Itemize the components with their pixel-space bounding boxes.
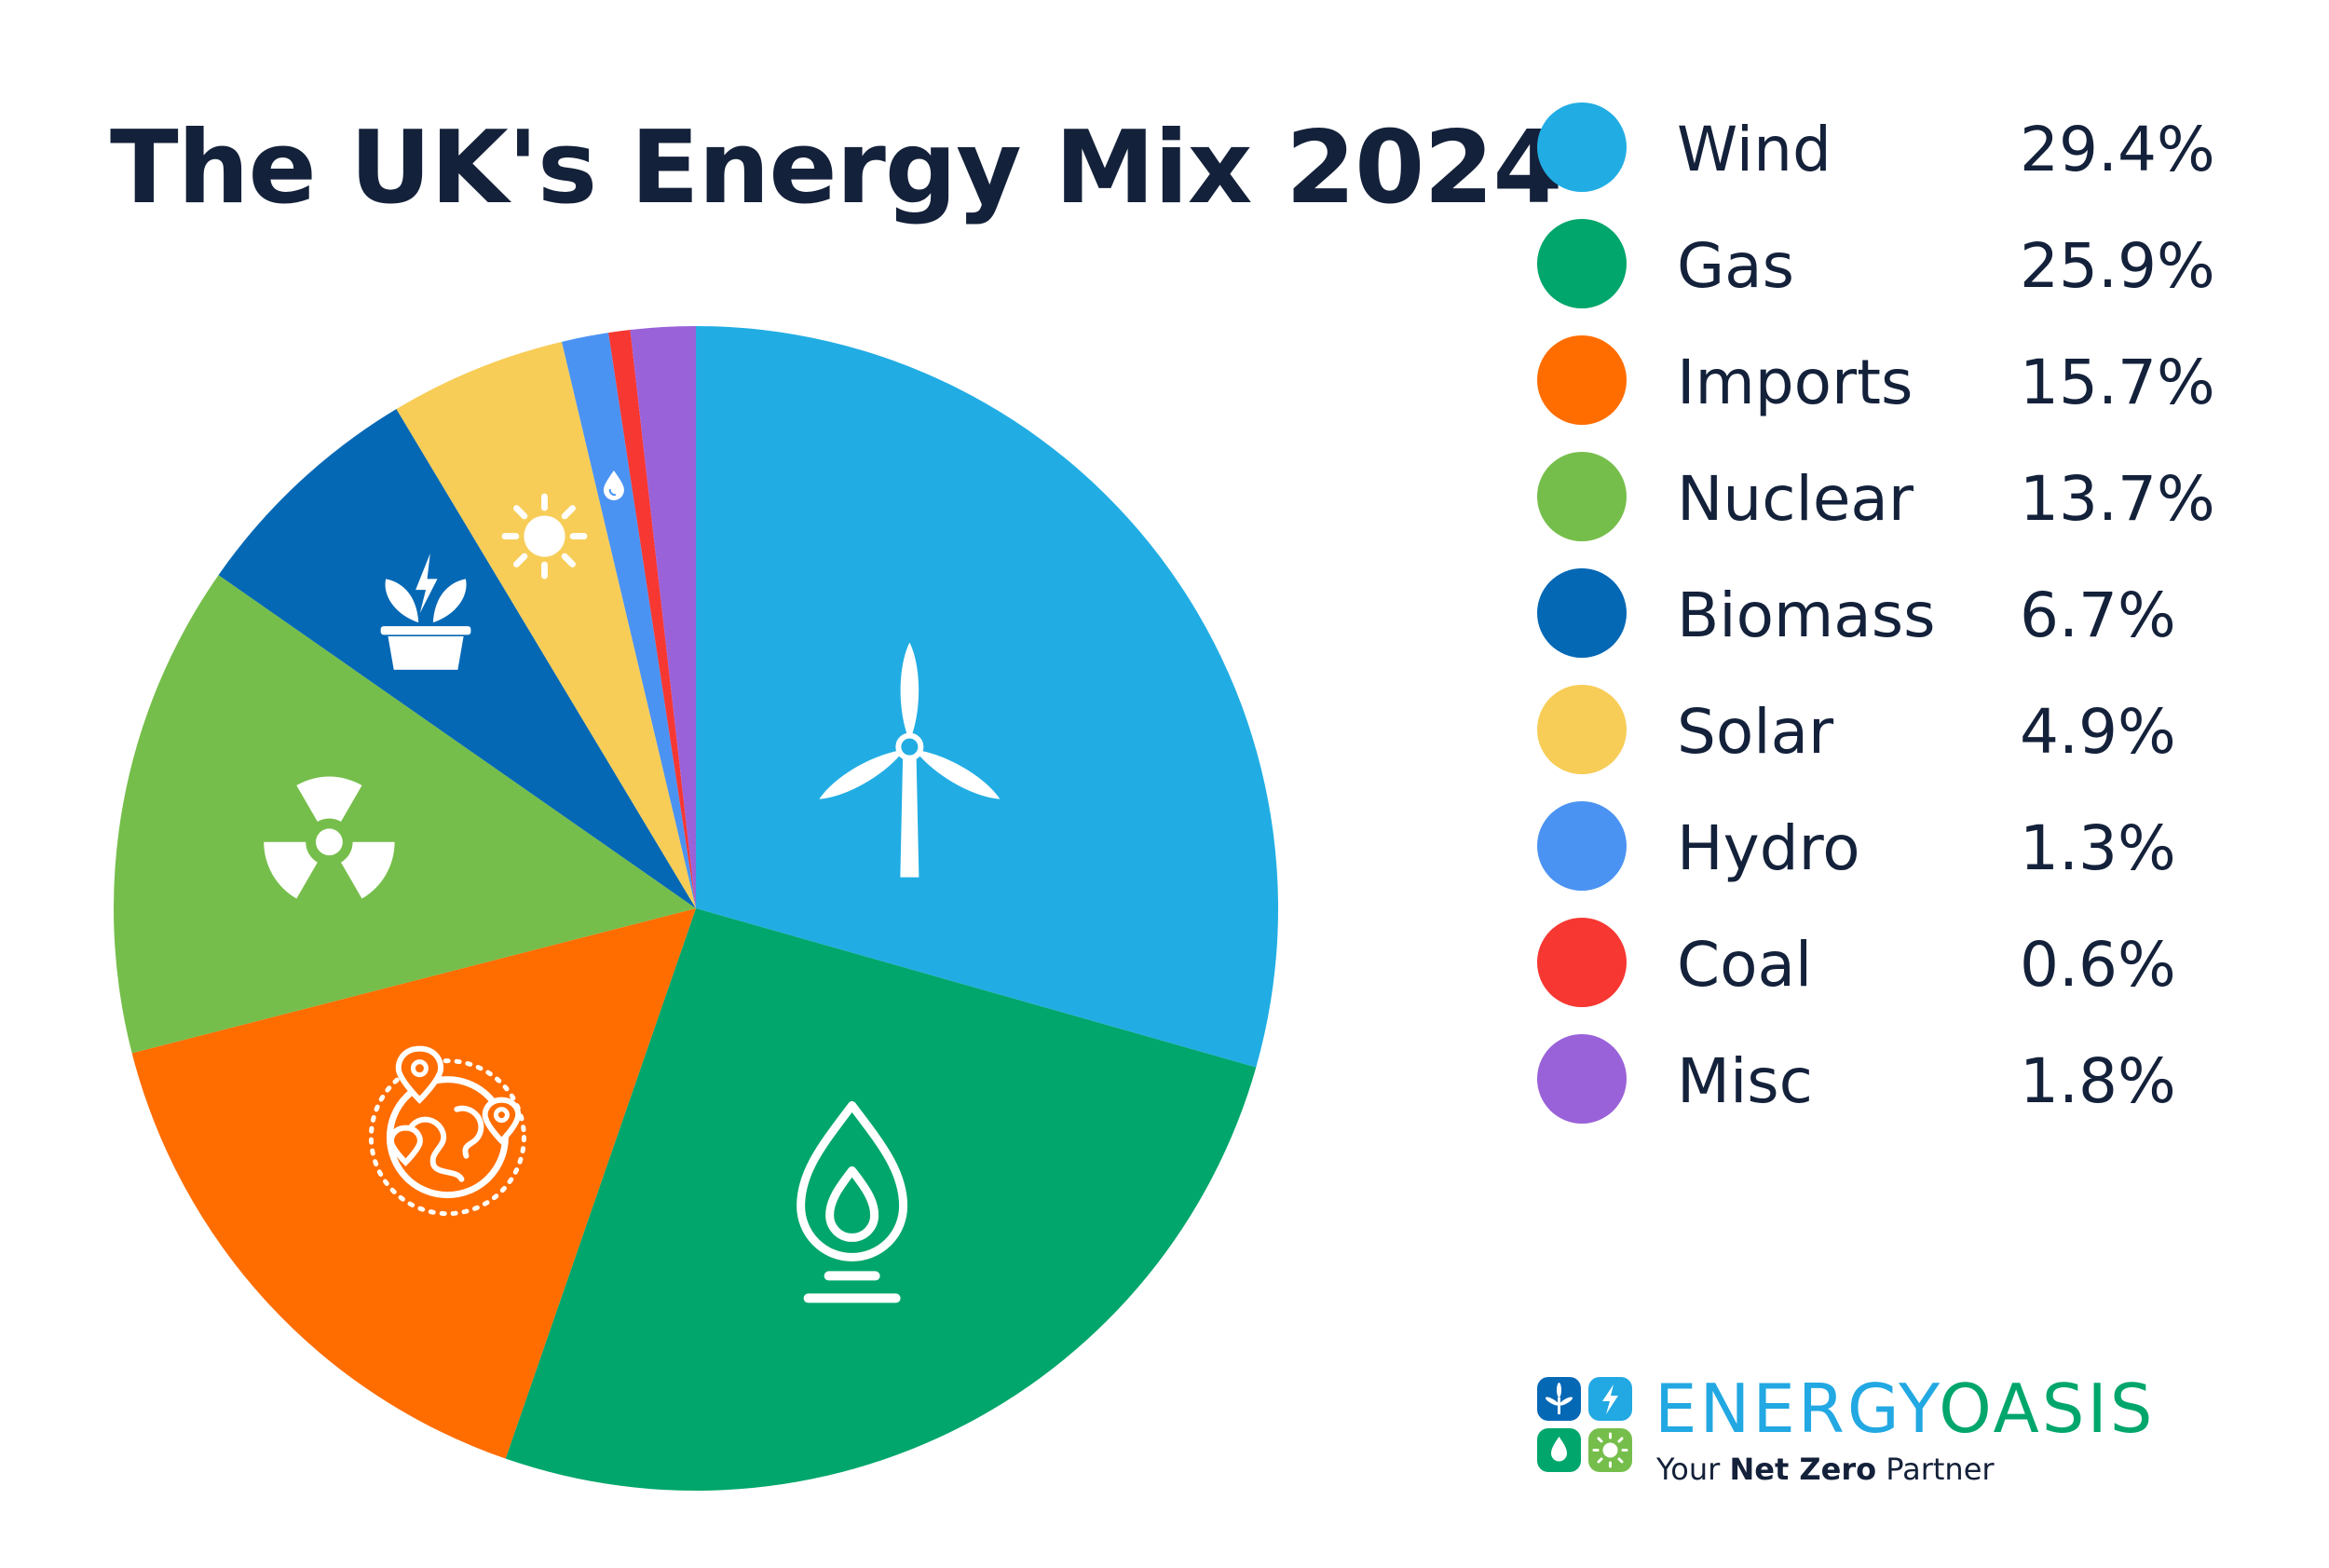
- pie-slice-coal: [608, 329, 696, 908]
- legend-label: Imports: [1677, 347, 1914, 418]
- legend-item-misc: Misc 1.8%: [1537, 1032, 2264, 1149]
- legend-item-biomass: Biomass 6.7%: [1537, 566, 2264, 683]
- water-drop-icon: [603, 470, 624, 500]
- legend-item-solar: Solar 4.9%: [1537, 683, 2264, 799]
- legend-label: Nuclear: [1677, 463, 1914, 535]
- legend-value: 0.6%: [2020, 929, 2176, 1001]
- legend-value: 25.9%: [2020, 230, 2215, 302]
- legend-swatch: [1537, 685, 1627, 774]
- legend-value: 15.7%: [2020, 347, 2215, 418]
- brand-tagline: Your Net Zero Partner: [1656, 1452, 1995, 1487]
- legend-label: Misc: [1677, 1045, 1813, 1117]
- biomass-plant-icon: [380, 553, 471, 670]
- legend-label: Coal: [1677, 929, 1813, 1001]
- legend-swatch: [1537, 918, 1627, 1007]
- legend-label: Hydro: [1677, 812, 1860, 884]
- legend-swatch: [1537, 1034, 1627, 1124]
- legend-value: 1.8%: [2020, 1045, 2176, 1117]
- legend-value: 4.9%: [2020, 696, 2176, 768]
- brand-name-part1: ENERGY: [1655, 1370, 1940, 1448]
- legend-label: Solar: [1677, 696, 1834, 768]
- legend-label: Biomass: [1677, 579, 1936, 651]
- brand-name: ENERGYOASIS: [1655, 1370, 2155, 1448]
- tagline-post: Partner: [1876, 1452, 1995, 1487]
- legend-value: 6.7%: [2020, 579, 2176, 651]
- legend-value: 13.7%: [2020, 463, 2215, 535]
- legend-swatch: [1537, 335, 1627, 425]
- pie-slice-solar: [396, 341, 696, 908]
- legend-swatch: [1537, 452, 1627, 541]
- legend-item-hydro: Hydro 1.3%: [1537, 799, 2264, 916]
- pie-slice-gas: [505, 908, 1257, 1492]
- radiation-icon: [264, 776, 395, 899]
- legend-label: Gas: [1677, 230, 1794, 302]
- legend-item-imports: Imports 15.7%: [1537, 334, 2264, 450]
- legend-swatch: [1537, 801, 1627, 891]
- pie-slice-misc: [630, 326, 696, 908]
- pie-slice-nuclear: [114, 575, 696, 1054]
- pie-chart: [114, 326, 1278, 1492]
- legend-item-coal: Coal 0.6%: [1537, 916, 2264, 1032]
- legend-value: 29.4%: [2020, 114, 2215, 185]
- legend-swatch: [1537, 568, 1627, 658]
- sun-icon: [501, 493, 588, 579]
- globe-location-icon: [368, 1045, 526, 1217]
- pie-slice-hydro: [562, 333, 696, 908]
- legend-item-wind: Wind 29.4%: [1537, 101, 2264, 217]
- chart-title: The UK's Energy Mix 2024: [110, 110, 1563, 226]
- legend-swatch: [1537, 219, 1627, 308]
- legend-item-gas: Gas 25.9%: [1537, 217, 2264, 334]
- chart-legend: Wind 29.4% Gas 25.9% Imports 15.7% Nuclear 13.7…: [1537, 101, 2264, 1149]
- legend-value: 1.3%: [2020, 812, 2176, 884]
- tagline-pre: Your: [1656, 1452, 1730, 1487]
- brand-logo-icon: [1537, 1377, 1632, 1472]
- brand-logo: ENERGYOASIS Your Net Zero Partner: [1537, 1370, 2282, 1491]
- gas-flame-icon: [797, 1100, 908, 1303]
- legend-label: Wind: [1677, 114, 1832, 185]
- legend-swatch: [1537, 102, 1627, 192]
- brand-name-part2: OASIS: [1939, 1370, 2156, 1448]
- tagline-bold: Net Zero: [1729, 1452, 1877, 1487]
- legend-item-nuclear: Nuclear 13.7%: [1537, 450, 2264, 566]
- wind-turbine-icon: [819, 642, 1001, 878]
- pie-slice-wind: [696, 326, 1278, 1068]
